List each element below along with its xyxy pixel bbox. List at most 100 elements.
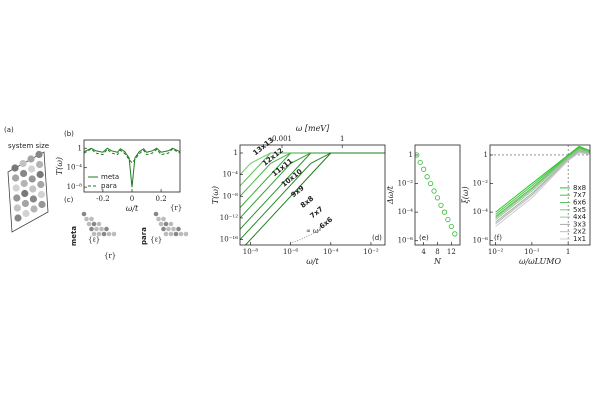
site	[161, 226, 166, 232]
x-tick-label: 1	[566, 248, 570, 256]
site	[28, 165, 36, 173]
site	[91, 221, 97, 227]
site	[163, 231, 169, 237]
site	[161, 216, 166, 222]
series-line	[84, 148, 180, 164]
y-tick-label: 10⁻⁸	[67, 183, 83, 191]
site	[178, 231, 184, 237]
panel-label: (e)	[419, 234, 429, 242]
y-tick-label: 10⁻²	[473, 180, 489, 188]
site	[86, 221, 92, 227]
y-tick-label: 1	[78, 144, 82, 152]
panel-label: (d)	[372, 234, 382, 242]
site	[111, 231, 117, 237]
legend-label: 1x1	[573, 235, 586, 243]
point	[431, 188, 437, 194]
plot-area	[240, 152, 385, 245]
site	[89, 226, 94, 232]
x-tick-label: 10⁻²	[488, 248, 504, 256]
y-tick-label: 10⁻⁴	[398, 208, 414, 216]
reference-curve	[289, 228, 321, 244]
series-line	[84, 147, 180, 188]
x-axis-title: ω/t	[306, 257, 319, 266]
series-line	[495, 147, 590, 217]
x2-axis-title: ω [meV]	[296, 124, 330, 133]
y-axis-title: Δω/t	[386, 185, 395, 205]
lead-label: {ℓ}	[150, 236, 162, 244]
site	[168, 231, 174, 237]
site	[153, 211, 159, 217]
point	[415, 152, 420, 158]
molecule-flakes	[81, 211, 189, 237]
site	[29, 195, 37, 203]
x2-tick-label: 0.001	[272, 135, 292, 143]
legend-label: 7x7	[573, 191, 586, 199]
legend-label: 3x3	[573, 220, 586, 228]
site	[37, 180, 45, 189]
site	[14, 214, 22, 222]
panel-label: (c)	[64, 196, 74, 204]
series-line	[495, 152, 590, 227]
site	[21, 189, 29, 198]
plot-area	[84, 147, 180, 188]
x-tick-label: 10⁻¹	[524, 248, 540, 256]
y-tick-label: 10⁻⁴	[473, 208, 489, 216]
site	[81, 211, 87, 217]
site	[22, 209, 30, 218]
site	[176, 226, 181, 232]
x-tick-label: 0.2	[156, 195, 167, 203]
y-tick-label: 10⁻⁸	[223, 192, 239, 200]
site	[89, 216, 94, 222]
legend-label: 4x4	[573, 213, 587, 221]
series-line	[495, 145, 590, 213]
lead-label: {r}	[170, 204, 182, 212]
site	[183, 231, 189, 237]
site	[94, 226, 99, 232]
series-line	[244, 152, 385, 245]
site	[166, 226, 171, 232]
x-tick-label: -0.2	[96, 195, 110, 203]
site	[158, 221, 164, 227]
site	[20, 169, 28, 178]
site	[37, 190, 46, 199]
x-tick-label: 4	[421, 248, 426, 256]
series-line	[495, 146, 590, 215]
flake-name: meta	[70, 226, 78, 246]
panel-label: (b)	[64, 130, 74, 138]
site	[96, 221, 102, 227]
site	[12, 184, 20, 192]
system-flake	[11, 150, 46, 222]
point	[417, 159, 423, 166]
site	[99, 226, 104, 232]
site	[84, 216, 89, 222]
x-tick-label: 12	[447, 248, 456, 256]
site	[35, 150, 43, 159]
site	[11, 164, 19, 172]
y-tick-label: 10⁻¹²	[220, 214, 238, 222]
x-axis-title: N	[433, 257, 442, 266]
site	[104, 226, 109, 232]
point	[441, 209, 448, 215]
site	[13, 204, 21, 212]
y-tick-label: 1	[409, 151, 413, 159]
x-axis-title: ω/t	[126, 204, 139, 213]
point	[438, 202, 444, 208]
legend-label: 2x2	[573, 228, 586, 236]
x-tick-label: 0	[130, 195, 134, 203]
x-axis-title: ω/ωLUMO	[519, 257, 562, 266]
legend-label: para	[101, 182, 117, 190]
y-axis-title: ξ(ω)	[461, 186, 470, 203]
legend-label: meta	[101, 173, 119, 181]
site	[29, 185, 37, 193]
x-tick-label: 10⁻⁴	[323, 248, 339, 256]
site	[163, 221, 169, 227]
site	[12, 174, 20, 182]
plot-area	[415, 152, 458, 237]
site	[168, 221, 174, 227]
y-tick-label: 10⁻⁴	[223, 171, 239, 179]
site	[106, 231, 112, 237]
panel-label: (a)	[4, 126, 14, 134]
panel-label: (f)	[494, 234, 502, 242]
lead-label: {r}	[104, 252, 116, 260]
